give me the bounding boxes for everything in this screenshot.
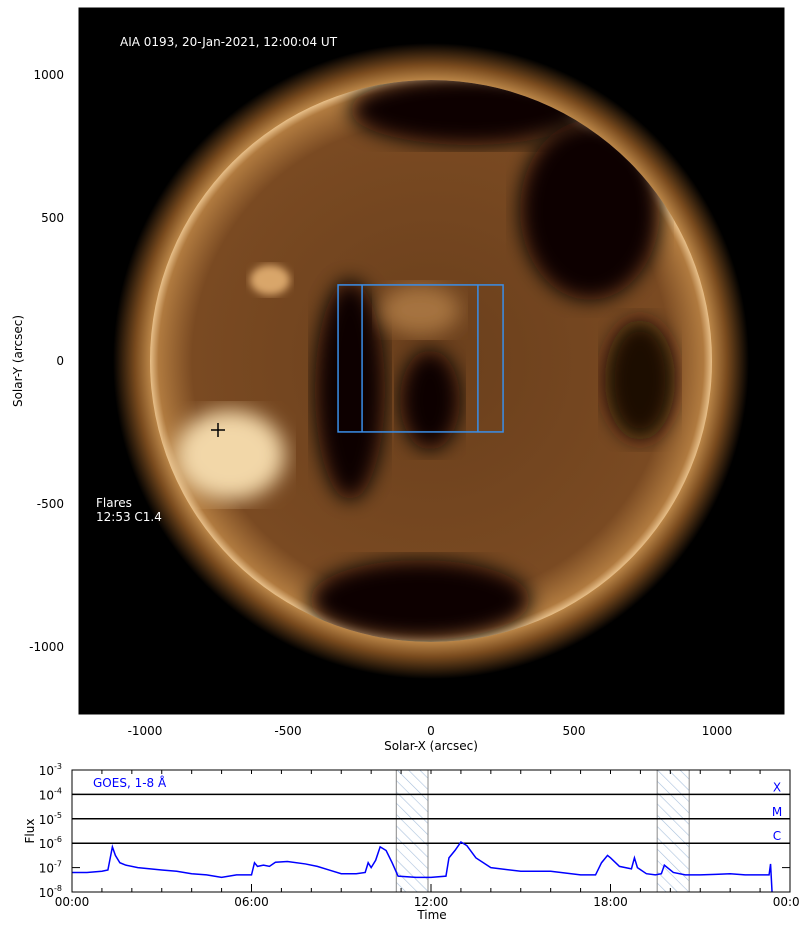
- fov-rect: [337, 284, 504, 433]
- x-tick-label: -500: [274, 724, 301, 738]
- goes-xlabel: Time: [416, 908, 446, 922]
- goes-ylabel: Flux: [23, 819, 37, 844]
- image-ylabel: Solar-Y (arcsec): [11, 315, 25, 407]
- y-tick-label: 10-6: [39, 835, 62, 851]
- field-of-view-box: [337, 284, 504, 433]
- goes-flux-line: [72, 840, 773, 893]
- x-tick-label: 18:00: [593, 895, 628, 909]
- class-label-C: C: [773, 829, 781, 843]
- flares-label: Flares: [96, 496, 132, 510]
- y-tick-label: -1000: [29, 640, 64, 654]
- y-tick-label: 10-8: [39, 884, 62, 900]
- x-tick-label: 00:00: [55, 895, 90, 909]
- coronal-holes: [175, 80, 675, 640]
- x-tick-label: -1000: [128, 724, 163, 738]
- y-tick-label: 500: [41, 211, 64, 225]
- goes-title: GOES, 1-8 Å: [93, 775, 167, 790]
- y-tick-label: 10-3: [39, 762, 62, 778]
- flare-marker: [211, 423, 225, 437]
- class-label-M: M: [772, 805, 782, 819]
- flare-entry: 12:53 C1.4: [96, 510, 162, 524]
- x-tick-label: 12:00: [414, 895, 449, 909]
- y-tick-label: 10-4: [39, 786, 62, 802]
- y-tick-label: 0: [56, 354, 64, 368]
- x-tick-label: 500: [563, 724, 586, 738]
- y-tick-label: 10-5: [39, 811, 62, 827]
- x-tick-label: 06:00: [234, 895, 269, 909]
- goes-chart: XMC 00:00 06:00 12:00 18:00 00:00 10-3 10-4 10-5…: [39, 762, 799, 909]
- x-tick-label: 00:00: [773, 895, 799, 909]
- y-tick-label: 10-7: [39, 860, 62, 876]
- image-title: AIA 0193, 20-Jan-2021, 12:00:04 UT: [120, 35, 338, 49]
- x-tick-label: 1000: [702, 724, 733, 738]
- y-tick-label: -500: [37, 497, 64, 511]
- x-tick-label: 0: [427, 724, 435, 738]
- image-xlabel: Solar-X (arcsec): [384, 739, 478, 753]
- data-gap-shading: [395, 769, 429, 893]
- class-label-X: X: [773, 780, 781, 794]
- y-tick-label: 1000: [33, 68, 64, 82]
